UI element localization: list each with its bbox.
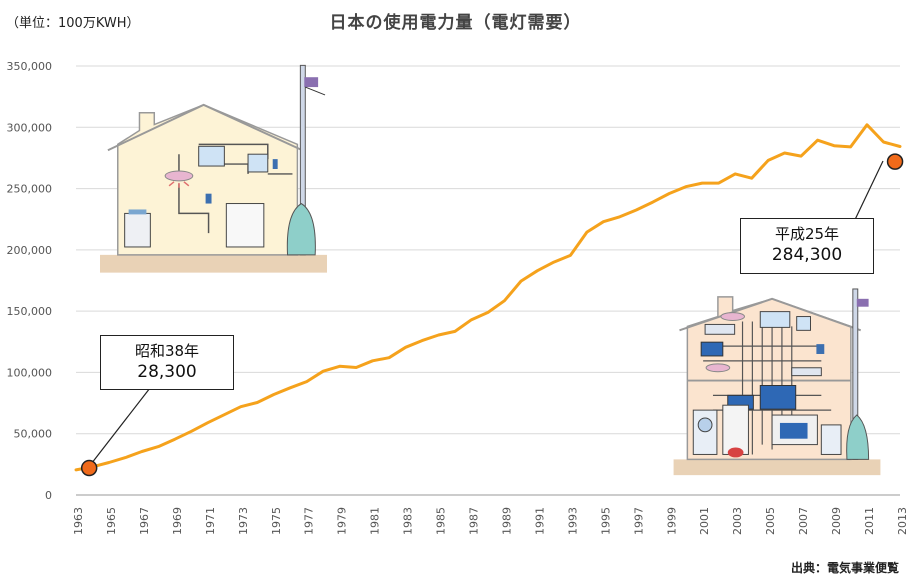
y-tick-label: 350,000 xyxy=(7,60,53,73)
x-tick-label: 1995 xyxy=(599,507,612,535)
x-tick-label: 1991 xyxy=(533,507,546,535)
y-tick-label: 150,000 xyxy=(7,305,53,318)
x-tick-label: 1971 xyxy=(204,507,217,535)
data-point-marker xyxy=(80,459,98,477)
large-house-illustration xyxy=(672,287,882,477)
source-note: 出典：電気事業便覧 xyxy=(790,561,899,575)
x-tick-label: 1973 xyxy=(237,507,250,535)
y-tick-label: 250,000 xyxy=(7,183,53,196)
end-callout: 平成25年 284,300 xyxy=(740,218,874,274)
data-point-marker xyxy=(886,153,904,170)
x-tick-label: 2003 xyxy=(731,507,744,535)
x-tick-label: 1977 xyxy=(303,507,316,535)
small-house-illustration xyxy=(100,64,327,274)
x-tick-label: 1997 xyxy=(632,507,645,535)
start-callout-value: 28,300 xyxy=(137,362,197,382)
start-callout-pointer xyxy=(87,387,151,469)
x-tick-label: 2011 xyxy=(863,507,876,535)
x-tick-label: 1999 xyxy=(665,507,678,535)
x-tick-label: 1981 xyxy=(369,507,382,535)
end-callout-era: 平成25年 xyxy=(774,225,840,243)
x-tick-label: 2007 xyxy=(797,507,810,535)
x-tick-label: 1987 xyxy=(468,507,481,535)
x-tick-label: 1993 xyxy=(566,507,579,535)
x-tick-label: 1967 xyxy=(138,507,151,535)
unit-label: （単位：100万KWH） xyxy=(6,16,140,31)
chart-title: 日本の使用電力量（電灯需要） xyxy=(329,13,582,33)
end-callout-value: 284,300 xyxy=(771,245,843,265)
x-tick-label: 2005 xyxy=(764,507,777,535)
y-tick-label: 300,000 xyxy=(7,121,53,134)
series-line xyxy=(74,123,902,472)
x-tick-label: 1975 xyxy=(270,507,283,535)
x-tick-label: 1963 xyxy=(72,507,85,535)
start-callout-era: 昭和38年 xyxy=(134,342,200,360)
x-tick-label: 1989 xyxy=(500,507,513,535)
start-callout: 昭和38年 28,300 xyxy=(100,335,234,390)
x-tick-label: 2009 xyxy=(830,507,843,535)
y-tick-label: 50,000 xyxy=(14,428,53,441)
x-tick-label: 1969 xyxy=(171,507,184,535)
x-tick-label: 1965 xyxy=(105,507,118,535)
x-tick-label: 1983 xyxy=(402,507,415,535)
x-tick-label: 2013 xyxy=(896,507,909,535)
y-tick-label: 0 xyxy=(45,489,52,502)
x-tick-label: 1979 xyxy=(336,507,349,535)
y-tick-label: 100,000 xyxy=(7,366,53,379)
x-tick-label: 2001 xyxy=(698,507,711,535)
x-tick-label: 1985 xyxy=(435,507,448,535)
y-tick-label: 200,000 xyxy=(7,244,53,257)
